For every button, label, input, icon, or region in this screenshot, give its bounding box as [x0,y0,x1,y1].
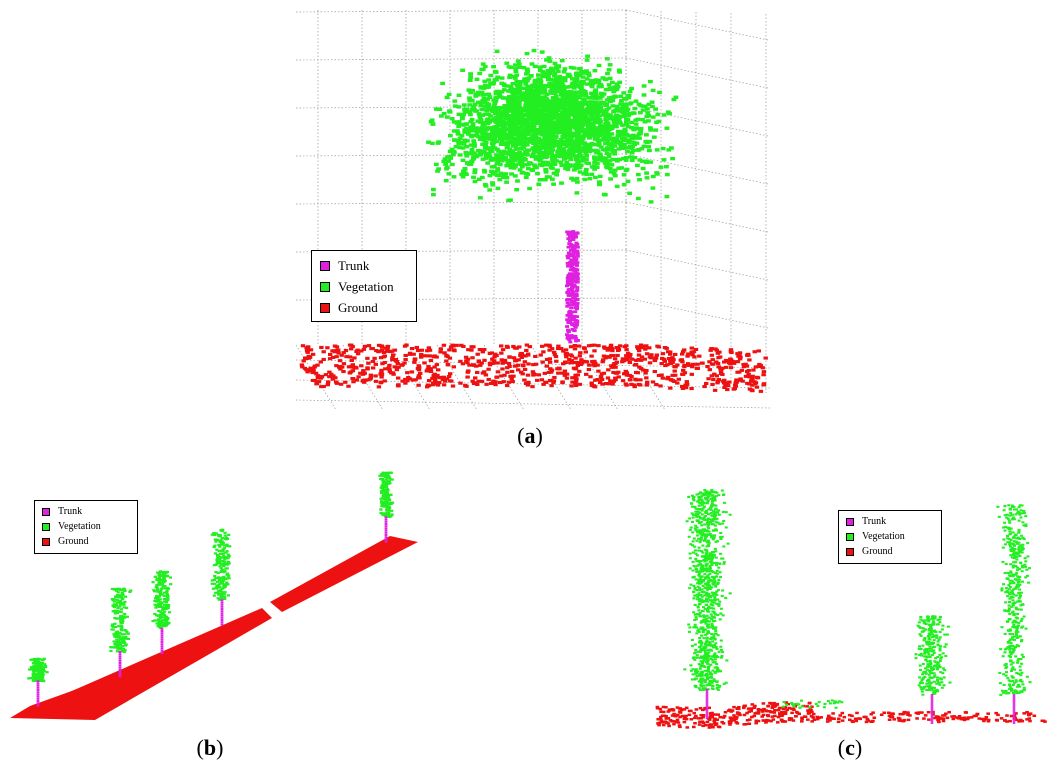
grid-lines [296,9,772,411]
caption-b: (b) [196,735,224,760]
legend-label-trunk: Trunk [338,257,370,273]
trunk-points [36,516,388,707]
legend-b: Trunk Vegetation Ground [34,500,138,554]
legend-item-vegetation: Vegetation [320,276,408,297]
trunk-swatch [846,517,854,526]
ground-points [655,701,1047,729]
panel-a: Trunk Vegetation Ground [296,0,776,415]
legend-item-trunk: Trunk [42,504,130,519]
ground-swatch [42,537,50,546]
legend-label-ground: Ground [58,536,89,547]
caption-c: (c) [837,735,863,760]
legend-item-ground: Ground [846,544,934,559]
ground-points [299,343,768,393]
ground-strip-2 [270,536,418,612]
caption-a: (a) [517,423,543,448]
legend-item-trunk: Trunk [320,255,408,276]
legend-c: Trunk Vegetation Ground [838,510,942,564]
trunk-swatch [42,507,50,516]
vegetation-swatch [320,281,330,292]
legend-item-ground: Ground [320,297,408,318]
legend-item-trunk: Trunk [846,514,934,529]
legend-item-vegetation: Vegetation [42,519,130,534]
legend-label-trunk: Trunk [58,506,83,517]
ground-strip-left [10,670,130,718]
ground-swatch [320,302,330,313]
vegetation-points [683,489,1032,709]
legend-label-ground: Ground [862,546,893,557]
trunk-points [705,689,1016,724]
panel-b: Trunk Vegetation Ground [0,470,430,730]
panel-c: Trunk Vegetation Ground [652,480,1052,730]
point-cloud-b [10,471,418,720]
legend-item-ground: Ground [42,534,130,549]
ground-swatch [846,547,854,556]
legend-label-ground: Ground [338,299,378,315]
vegetation-points [27,471,395,683]
legend-label-vegetation: Vegetation [862,531,905,542]
legend-a: Trunk Vegetation Ground [311,250,417,322]
point-cloud-a [296,9,772,411]
legend-label-vegetation: Vegetation [338,278,394,294]
point-cloud-c [655,489,1047,729]
trunk-swatch [320,260,330,271]
legend-item-vegetation: Vegetation [846,529,934,544]
vegetation-swatch [42,522,50,531]
legend-label-vegetation: Vegetation [58,521,101,532]
vegetation-points [426,48,679,204]
vegetation-swatch [846,532,854,541]
trunk-points [565,230,580,344]
legend-label-trunk: Trunk [862,516,887,527]
